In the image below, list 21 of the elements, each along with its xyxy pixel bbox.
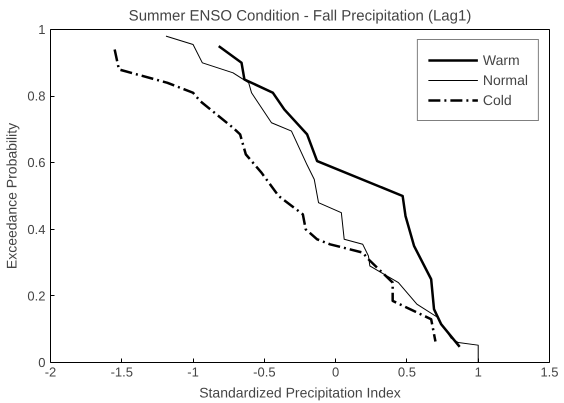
y-tick-label: 0 — [38, 355, 46, 370]
x-tick-label: 1.5 — [540, 364, 559, 380]
x-axis-title: Standardized Precipitation Index — [199, 384, 401, 400]
chart-title: Summer ENSO Condition - Fall Precipitation (Lag1) — [128, 8, 472, 24]
y-tick-label: 0.6 — [27, 155, 46, 170]
y-axis-title: Exceedance Probability — [3, 122, 20, 270]
y-tick-label: 0.8 — [27, 88, 46, 104]
x-tick-label: 0.5 — [398, 364, 416, 380]
x-tick-label: -1 — [187, 364, 199, 380]
x-tick-label: -0.5 — [253, 364, 276, 380]
y-tick-label: 0.2 — [27, 288, 46, 304]
x-tick-label: -1.5 — [110, 364, 133, 380]
y-tick-label: 0.4 — [27, 222, 46, 237]
legend-label: Cold — [482, 92, 512, 108]
x-tick-label: 0 — [332, 364, 340, 380]
legend-label: Normal — [482, 72, 528, 88]
legend-label: Warm — [482, 52, 520, 68]
y-tick-label: 1 — [38, 22, 46, 37]
x-tick-label: -2 — [44, 364, 56, 380]
line-series — [217, 44, 461, 348]
x-tick-label: 1 — [474, 364, 482, 380]
